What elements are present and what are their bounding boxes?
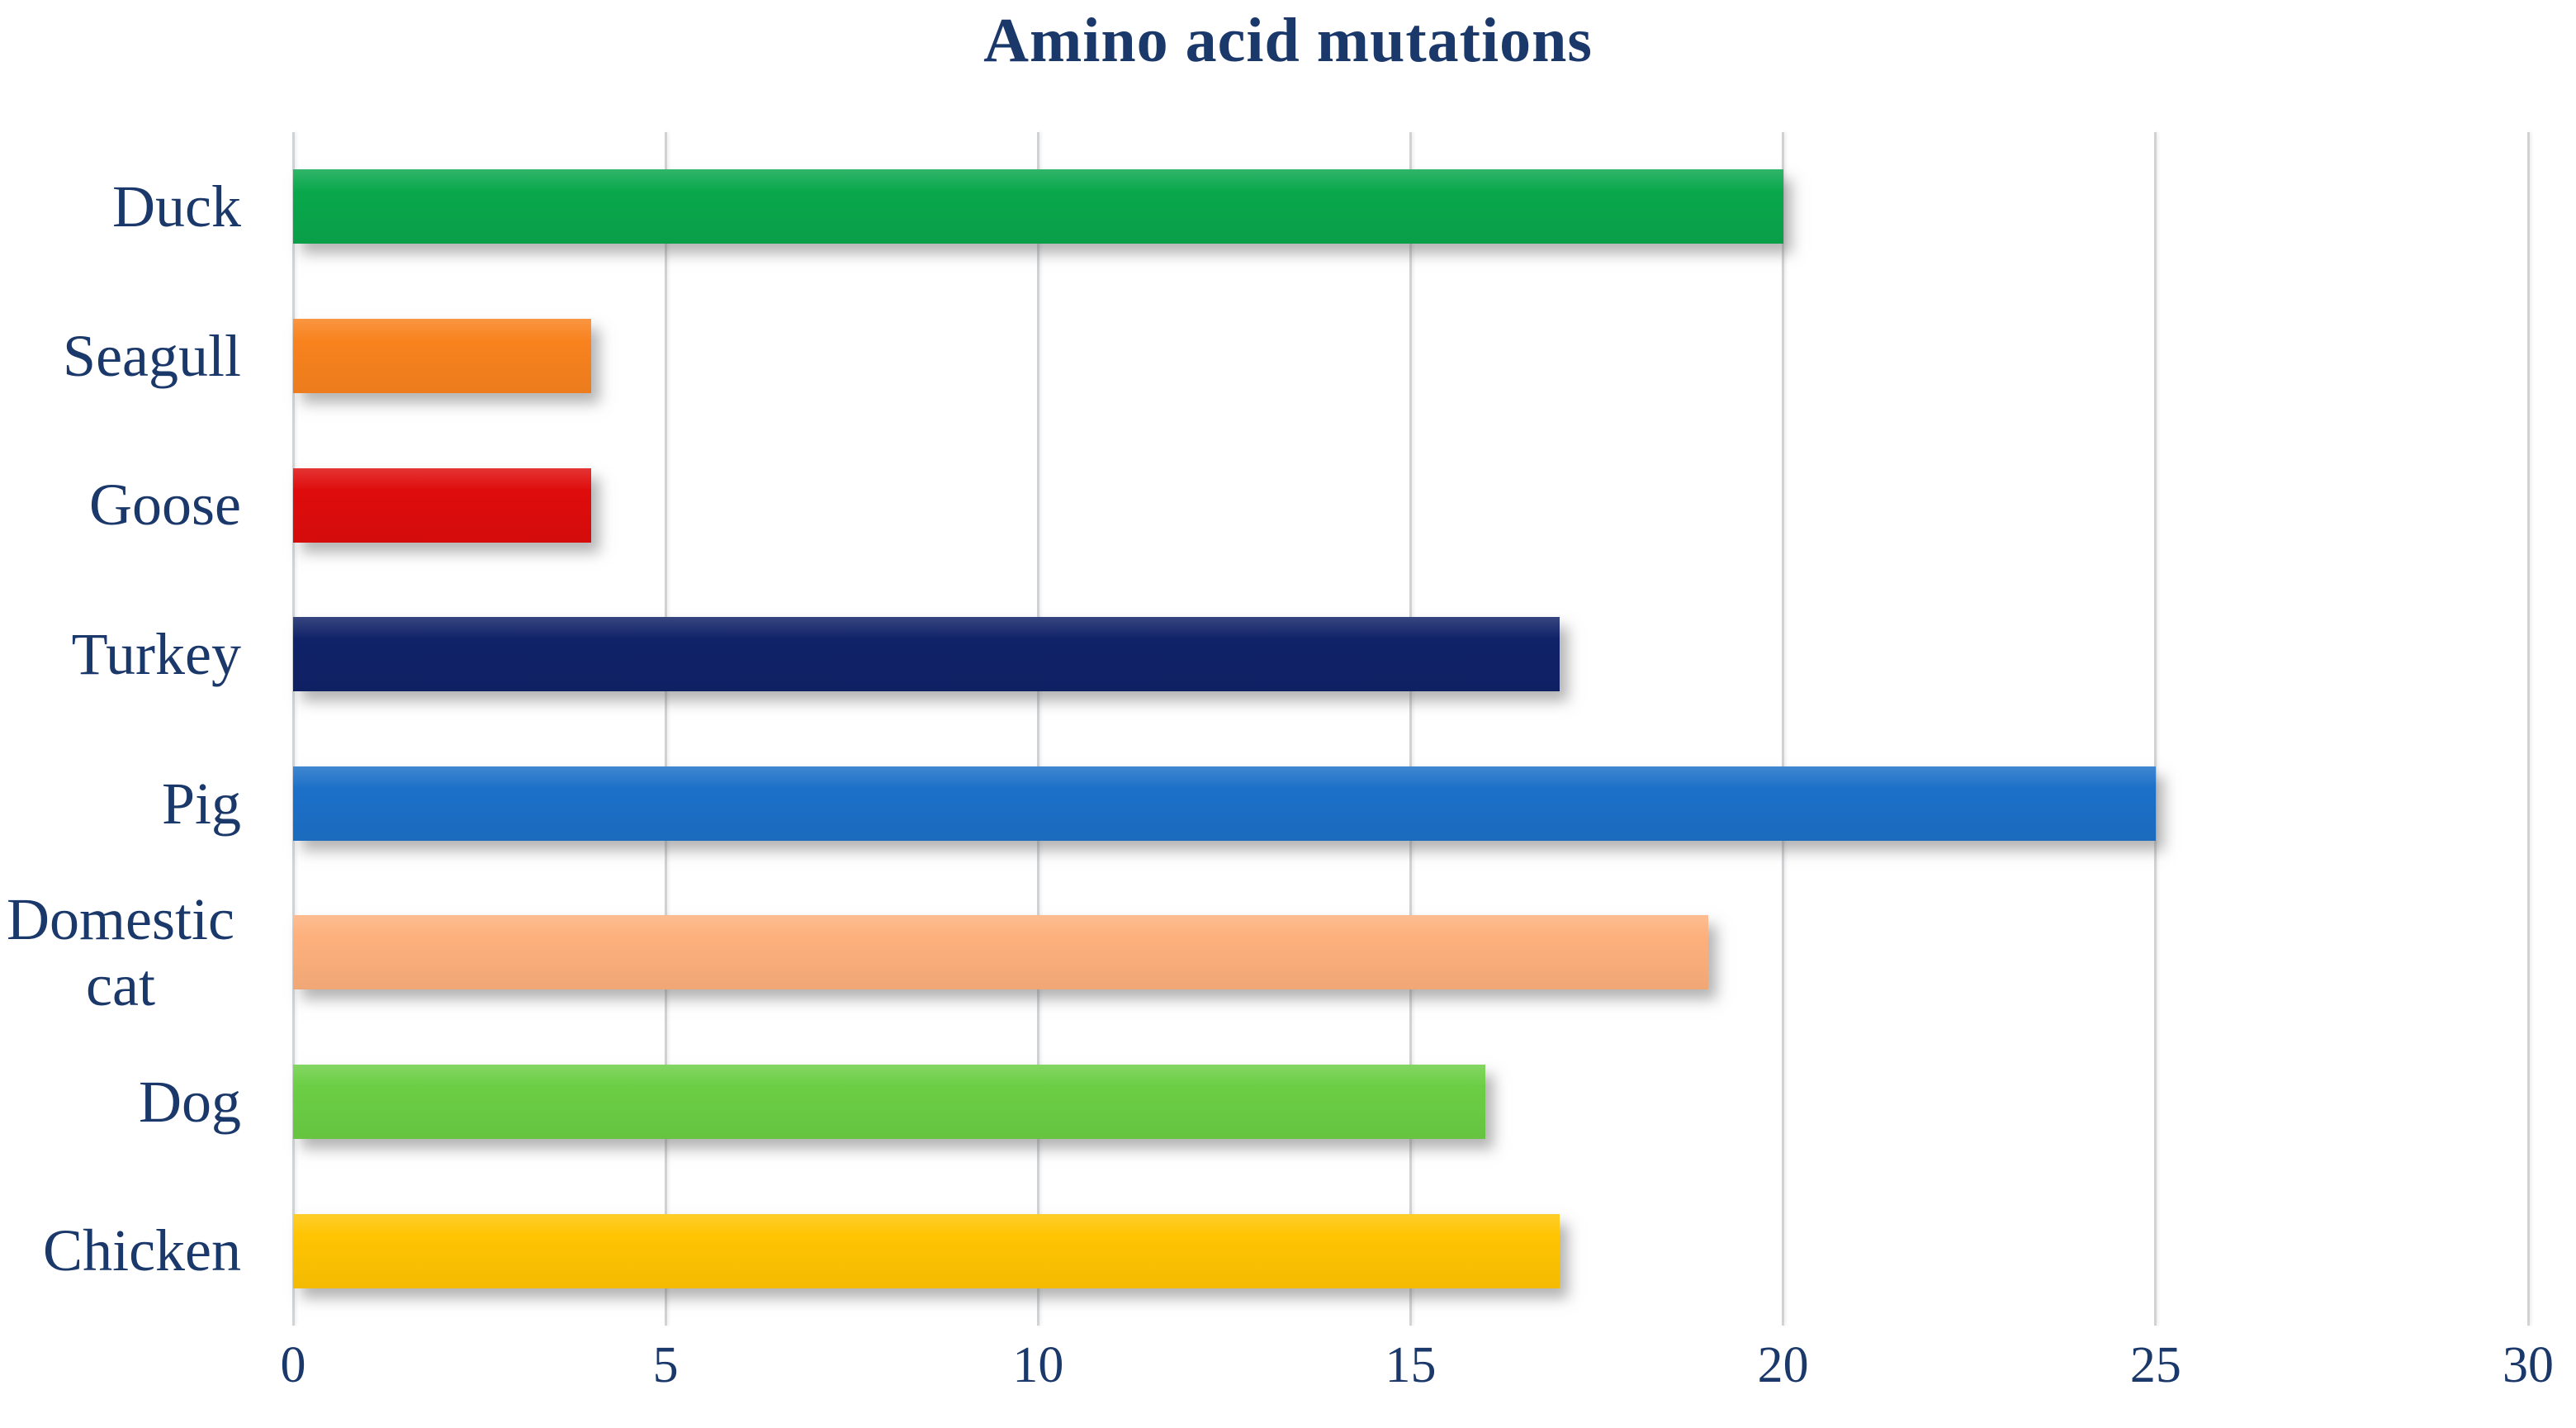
plot-area — [291, 132, 2530, 1326]
bar-row — [293, 580, 2528, 729]
category-label-cell: Goose — [0, 430, 261, 580]
x-tick-label: 5 — [652, 1337, 679, 1393]
category-label-column: Duck Seagull Goose Turkey Pig Domestic cat Dog… — [0, 132, 261, 1326]
category-label: Turkey — [71, 620, 241, 687]
bar-row — [293, 1027, 2528, 1177]
category-label-cell: Pig — [0, 729, 261, 879]
bar-seagull — [293, 318, 591, 393]
x-axis-tick-labels: 0 5 10 15 20 25 30 — [281, 1336, 2555, 1419]
gridline — [1409, 132, 1412, 1326]
bar-row — [293, 1176, 2528, 1326]
category-label: Dog — [139, 1068, 241, 1135]
category-label-cell: Domestic cat — [0, 878, 261, 1027]
x-tick-label: 0 — [280, 1337, 306, 1393]
gridline — [1782, 132, 1785, 1326]
gridline — [664, 132, 667, 1326]
bar-row — [293, 282, 2528, 431]
x-tick-label: 30 — [2503, 1337, 2554, 1393]
bar-chicken — [293, 1213, 1560, 1288]
category-label-cell: Chicken — [0, 1176, 261, 1326]
gridline — [1036, 132, 1039, 1326]
gridline — [2526, 132, 2530, 1326]
category-label: Goose — [89, 472, 241, 538]
bar-rows — [293, 132, 2528, 1326]
chart-title: Amino acid mutations — [983, 6, 1593, 75]
bar-turkey — [293, 617, 1560, 692]
category-label-cell: Seagull — [0, 282, 261, 431]
bar-row — [293, 878, 2528, 1027]
bar-row — [293, 729, 2528, 879]
bar-pig — [293, 766, 2156, 841]
x-tick-label: 10 — [1012, 1337, 1064, 1393]
x-tick-label: 20 — [1757, 1337, 1809, 1393]
gridline — [291, 132, 295, 1326]
category-label: Pig — [161, 770, 241, 837]
bar-goose — [293, 467, 591, 543]
bar-row — [293, 132, 2528, 282]
bar-domestic-cat — [293, 915, 1709, 990]
x-tick-label: 25 — [2129, 1337, 2181, 1393]
category-label-cell: Duck — [0, 132, 261, 282]
gridlines-layer — [291, 132, 2530, 1326]
category-label: Domestic cat — [7, 885, 234, 1019]
category-label: Chicken — [43, 1217, 241, 1284]
category-label-cell: Turkey — [0, 580, 261, 729]
category-label: Seagull — [63, 322, 241, 389]
category-label: Duck — [112, 173, 241, 240]
x-tick-label: 15 — [1385, 1337, 1437, 1393]
gridline — [2154, 132, 2157, 1326]
category-label-cell: Dog — [0, 1027, 261, 1177]
bar-row — [293, 430, 2528, 580]
bar-dog — [293, 1065, 1485, 1140]
bar-duck — [293, 169, 1783, 244]
